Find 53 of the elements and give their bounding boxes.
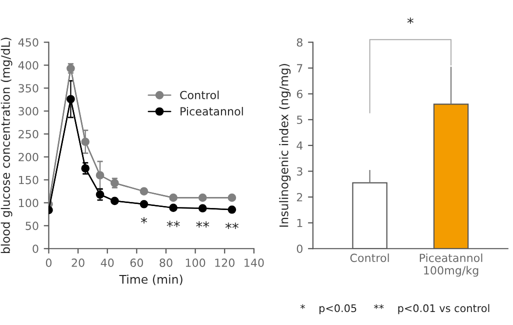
y-tick-label: 50 — [26, 222, 38, 230]
y-tick-label: 100 — [19, 198, 38, 208]
y-tick-label: 2 — [296, 193, 302, 202]
y-axis-title: Insulinogenic index (ng/mg) — [279, 64, 291, 227]
point — [66, 94, 75, 104]
y-tick-label: 8 — [296, 38, 302, 47]
point — [169, 204, 178, 212]
y-tick-label: 6 — [296, 90, 303, 98]
annotation: * — [140, 217, 148, 224]
y-tick-label: 300 — [18, 107, 38, 116]
annotation: ** — [166, 220, 180, 228]
y-tick-label: 0 — [32, 244, 38, 254]
text: * — [407, 17, 414, 24]
x-tick-label: 140 — [244, 258, 264, 267]
y-tick-label: 200 — [18, 152, 38, 162]
y-axis-title: blood glucose concentration (mg/dL) — [0, 38, 12, 254]
point — [140, 200, 148, 208]
x-tick-label: 80 — [160, 258, 172, 267]
point — [110, 196, 119, 206]
y-tick-label: 4 — [296, 142, 303, 150]
text: * p<0.05 ** p<0.01 vs control — [300, 304, 490, 314]
point — [228, 205, 236, 214]
x-tick-label: Piceatannol 100mg/kg — [420, 253, 482, 277]
y-tick-label: 250 — [18, 130, 38, 138]
x-tick-label: 20 — [72, 258, 84, 267]
y-tick-label: 400 — [18, 61, 38, 70]
annotation: ** — [225, 222, 238, 229]
y-tick-label: 3 — [296, 167, 302, 176]
point — [169, 194, 178, 202]
x-tick-label: 0 — [46, 258, 52, 267]
point — [228, 194, 236, 202]
y-tick-label: 1 — [297, 218, 302, 228]
annotation: ** — [196, 221, 210, 228]
x-tick-label: Control — [350, 253, 389, 262]
legend-label: Control — [180, 90, 219, 100]
point — [81, 138, 90, 146]
point — [96, 171, 104, 180]
y-tick-label: 350 — [18, 84, 38, 92]
point — [198, 204, 207, 212]
y-tick-label: 450 — [18, 38, 38, 47]
legend-label: Piceatannol — [180, 106, 243, 116]
point — [81, 164, 90, 173]
y-tick-label: 7 — [297, 64, 302, 72]
y-tick-label: 150 — [19, 176, 38, 184]
point — [198, 194, 207, 202]
x-tick-label: 100 — [186, 258, 206, 267]
x-tick-label: 40 — [100, 258, 114, 267]
x-axis-title: Time (min) — [119, 274, 182, 286]
x-tick-label: 60 — [130, 258, 144, 267]
x-tick-label: 120 — [215, 258, 234, 267]
point — [140, 187, 148, 196]
y-tick-label: 0 — [296, 244, 302, 254]
y-tick-label: 5 — [296, 116, 302, 124]
